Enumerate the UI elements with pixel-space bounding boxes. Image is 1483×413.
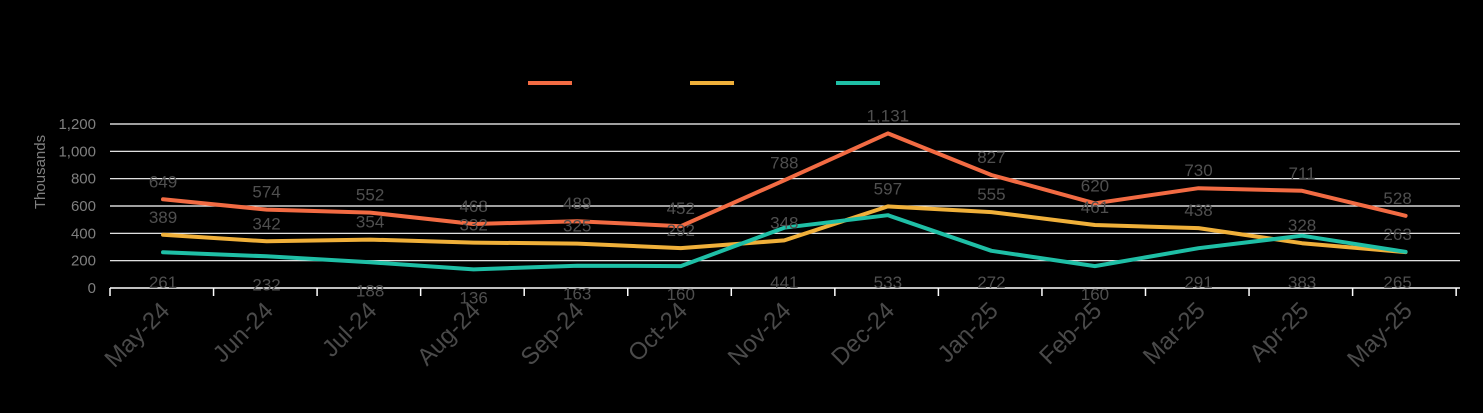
- x-tick-label: Jan-25: [933, 297, 1004, 368]
- data-label: 232: [252, 275, 280, 294]
- data-label: 188: [356, 281, 384, 300]
- data-label: 649: [149, 172, 177, 191]
- data-label: 597: [874, 179, 902, 198]
- y-tick-label: 0: [88, 280, 96, 297]
- x-tick-label: Nov-24: [723, 297, 797, 371]
- data-label: 711: [1288, 164, 1315, 183]
- data-label: 354: [356, 213, 384, 232]
- data-label: 574: [252, 183, 280, 202]
- x-tick-label: Jul-24: [317, 297, 382, 362]
- y-tick-label: 800: [71, 171, 96, 188]
- series-lines: [161, 131, 1408, 272]
- x-tick-label: Feb-25: [1034, 297, 1107, 370]
- data-label: 389: [149, 208, 177, 227]
- data-label: 788: [770, 153, 798, 172]
- y-axis-ticks: 0 200 400 600 800 1,000 1,200: [58, 116, 96, 297]
- data-label: 291: [1184, 273, 1212, 292]
- series-line: [161, 213, 1408, 272]
- data-label: 468: [459, 197, 487, 216]
- data-label: 263: [1383, 225, 1411, 244]
- data-label: 552: [356, 186, 384, 205]
- data-label: 489: [563, 194, 591, 213]
- data-label: 136: [459, 288, 487, 307]
- data-label: 160: [667, 285, 695, 304]
- data-label: 533: [874, 273, 902, 292]
- data-label: 261: [149, 273, 177, 292]
- x-axis: May-24 Jun-24 Jul-24 Aug-24 Sep-24 Oct-24 Nov-…: [100, 287, 1460, 373]
- x-tick-label: May-24: [100, 297, 176, 373]
- data-label: 325: [563, 217, 591, 236]
- data-label: 1,131: [867, 106, 910, 125]
- data-label: 163: [563, 285, 591, 304]
- data-label: 528: [1383, 189, 1411, 208]
- data-label: 160: [1081, 285, 1109, 304]
- x-tick-label: Jun-24: [208, 297, 279, 368]
- data-label: 383: [1288, 273, 1316, 292]
- data-label: 328: [1288, 216, 1316, 235]
- y-tick-label: 200: [71, 253, 96, 270]
- x-tick-label: Mar-25: [1138, 297, 1211, 370]
- series-line: [161, 131, 1408, 229]
- series-line: [161, 204, 1408, 255]
- data-label: 265: [1383, 273, 1411, 292]
- data-label: 438: [1184, 201, 1212, 220]
- x-tick-label: May-25: [1342, 297, 1418, 373]
- data-label: 452: [667, 199, 695, 218]
- x-tick-label: Dec-24: [826, 297, 900, 371]
- data-label: 441: [770, 273, 798, 292]
- data-label: 348: [770, 213, 798, 232]
- data-label: 292: [667, 221, 695, 240]
- data-label: 620: [1081, 176, 1109, 195]
- x-tick-label: Sep-24: [516, 297, 590, 371]
- y-tick-label: 1,200: [58, 116, 96, 133]
- data-labels: 649 574 552 468 489 452 788 1,131 827 620 730 711 52…: [149, 106, 1412, 307]
- x-tick-label: Aug-24: [412, 297, 486, 371]
- data-label: 827: [977, 148, 1005, 167]
- data-label: 555: [977, 185, 1005, 204]
- y-tick-label: 1,000: [58, 143, 96, 160]
- x-tick-label: Oct-24: [623, 297, 693, 367]
- y-tick-label: 400: [71, 225, 96, 242]
- data-label: 342: [252, 214, 280, 233]
- data-label: 461: [1081, 198, 1109, 217]
- y-axis-label: Thousands: [32, 135, 49, 209]
- x-tick-label: Apr-25: [1244, 297, 1314, 367]
- y-tick-label: 600: [71, 198, 96, 215]
- data-label: 730: [1184, 161, 1212, 180]
- data-label: 332: [459, 216, 487, 235]
- data-label: 272: [977, 273, 1005, 292]
